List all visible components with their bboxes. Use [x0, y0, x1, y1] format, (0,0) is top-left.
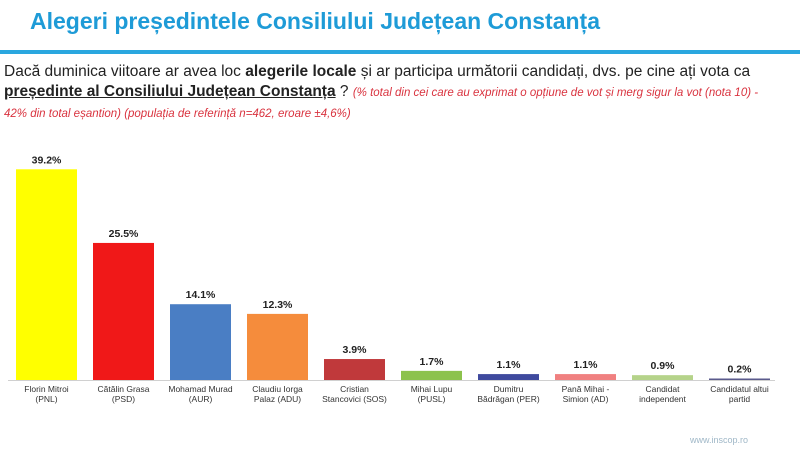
category-label-8: Pană Mihai -Simion (AD)	[562, 384, 610, 404]
bar-9	[632, 375, 693, 380]
value-label-5: 3.9%	[343, 344, 368, 356]
value-label-4: 12.3%	[263, 299, 293, 311]
category-label-4: Claudiu Iorga Palaz (ADU)	[252, 384, 303, 404]
question-methodology-note: (% total din cei care au exprimat o opți…	[4, 87, 759, 120]
bar-4	[247, 313, 308, 380]
title-divider	[0, 50, 800, 54]
category-label-7: Dumitru Bădrăgan (PER)	[477, 384, 540, 404]
category-label-2: Cătălin Grasa (PSD)	[98, 384, 150, 404]
question-part-2: și ar participa următorii candidați, dvs…	[356, 63, 751, 80]
bar-10	[709, 378, 770, 380]
bar-chart: 39.2% Florin Mitroi (PNL) 25.5% Cătălin Gras…	[8, 154, 775, 404]
value-label-6: 1.7%	[420, 356, 445, 368]
category-label-1: Florin Mitroi (PNL)	[24, 384, 69, 404]
question-part-3: ?	[335, 83, 353, 100]
source-credit: www.inscop.ro	[689, 435, 748, 445]
question-part-1: Dacă duminica viitoare ar avea loc	[4, 63, 246, 80]
value-label-7: 1.1%	[497, 359, 522, 371]
bar-1	[16, 169, 77, 380]
category-label-10: Candidatul altui partid	[710, 384, 769, 404]
bar-5	[324, 359, 385, 380]
page-title: Alegeri președintele Consiliului Județea…	[30, 8, 601, 34]
bar-7	[478, 374, 539, 380]
value-label-8: 1.1%	[574, 359, 599, 371]
category-label-5: Cristian Stancovici (SOS)	[322, 384, 387, 404]
value-label-9: 0.9%	[651, 360, 676, 372]
question-bold-president: președinte al Consiliului Județean Const…	[4, 83, 336, 100]
bar-8	[555, 374, 616, 380]
bar-2	[93, 242, 154, 380]
category-label-9: Candidat independent	[639, 384, 686, 404]
value-label-10: 0.2%	[728, 364, 753, 376]
bar-6	[401, 370, 462, 380]
question-bold-local-elections: alegerile locale	[245, 63, 357, 80]
category-label-6: Mihai Lupu (PUSL)	[411, 384, 453, 404]
question-text: Dacă duminica viitoare ar avea loc alege…	[4, 62, 784, 124]
value-label-2: 25.5%	[109, 228, 139, 240]
value-label-3: 14.1%	[186, 289, 216, 301]
bar-3	[170, 304, 231, 380]
category-label-3: Mohamad Murad (AUR)	[168, 384, 233, 404]
value-label-1: 39.2%	[32, 154, 62, 166]
